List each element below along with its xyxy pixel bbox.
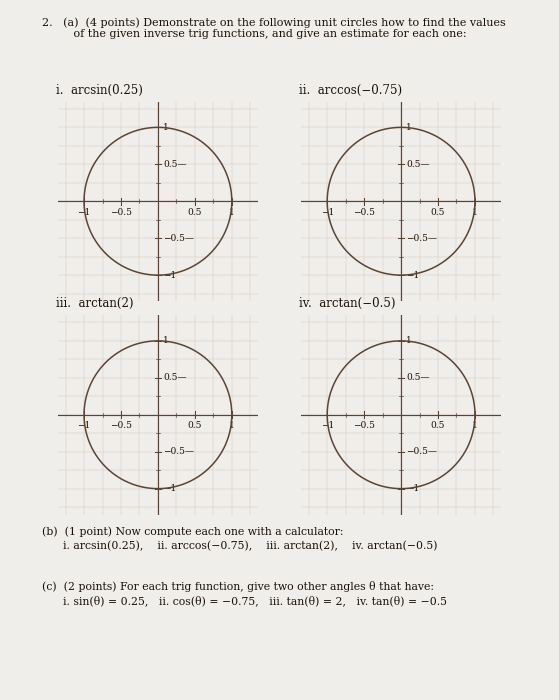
Text: i.  arcsin(0.25): i. arcsin(0.25) [56,83,143,97]
Text: iv.  arctan(−0.5): iv. arctan(−0.5) [299,297,396,310]
Text: ii.  arccos(−0.75): ii. arccos(−0.75) [299,83,402,97]
Text: 1: 1 [229,421,235,430]
Text: i. sin(θ) = 0.25,   ii. cos(θ) = −0.75,   iii. tan(θ) = 2,   iv. tan(θ) = −0.5: i. sin(θ) = 0.25, ii. cos(θ) = −0.75, ii… [42,595,447,606]
Text: −1: −1 [163,484,176,493]
Text: −1: −1 [320,421,334,430]
Text: −0.5—: −0.5— [406,447,437,456]
Text: 0.5: 0.5 [431,207,446,216]
Text: 1: 1 [472,207,478,216]
Text: 0.5: 0.5 [188,207,202,216]
Text: −0.5: −0.5 [110,207,132,216]
Text: 0.5: 0.5 [431,421,446,430]
Text: −0.5: −0.5 [353,421,375,430]
Text: 1: 1 [163,337,169,345]
Text: 0.5—: 0.5— [163,160,187,169]
Text: −0.5—: −0.5— [163,447,194,456]
Text: 1: 1 [406,337,412,345]
Text: −0.5: −0.5 [110,421,132,430]
Text: 2.   (a)  (4 points) Demonstrate on the following unit circles how to find the v: 2. (a) (4 points) Demonstrate on the fol… [42,18,506,28]
Text: −1: −1 [77,421,91,430]
Text: −1: −1 [406,484,419,493]
Text: 0.5—: 0.5— [406,373,430,382]
Text: 1: 1 [229,207,235,216]
Text: −1: −1 [406,271,419,279]
Text: −0.5—: −0.5— [163,234,194,243]
Text: 0.5: 0.5 [188,421,202,430]
Text: −1: −1 [77,207,91,216]
Text: iii.  arctan(2): iii. arctan(2) [56,297,134,310]
Text: 0.5—: 0.5— [163,373,187,382]
Text: −1: −1 [320,207,334,216]
Text: 1: 1 [472,421,478,430]
Text: −1: −1 [163,271,176,279]
Text: (b)  (1 point) Now compute each one with a calculator:: (b) (1 point) Now compute each one with … [42,526,343,537]
Text: i. arcsin(0.25),    ii. arccos(−0.75),    iii. arctan(2),    iv. arctan(−0.5): i. arcsin(0.25), ii. arccos(−0.75), iii.… [42,540,438,551]
Text: 1: 1 [163,123,169,132]
Text: of the given inverse trig functions, and give an estimate for each one:: of the given inverse trig functions, and… [42,29,467,39]
Text: −0.5—: −0.5— [406,234,437,243]
Text: (c)  (2 points) For each trig function, give two other angles θ that have:: (c) (2 points) For each trig function, g… [42,581,434,592]
Text: 0.5—: 0.5— [406,160,430,169]
Text: 1: 1 [406,123,412,132]
Text: −0.5: −0.5 [353,207,375,216]
